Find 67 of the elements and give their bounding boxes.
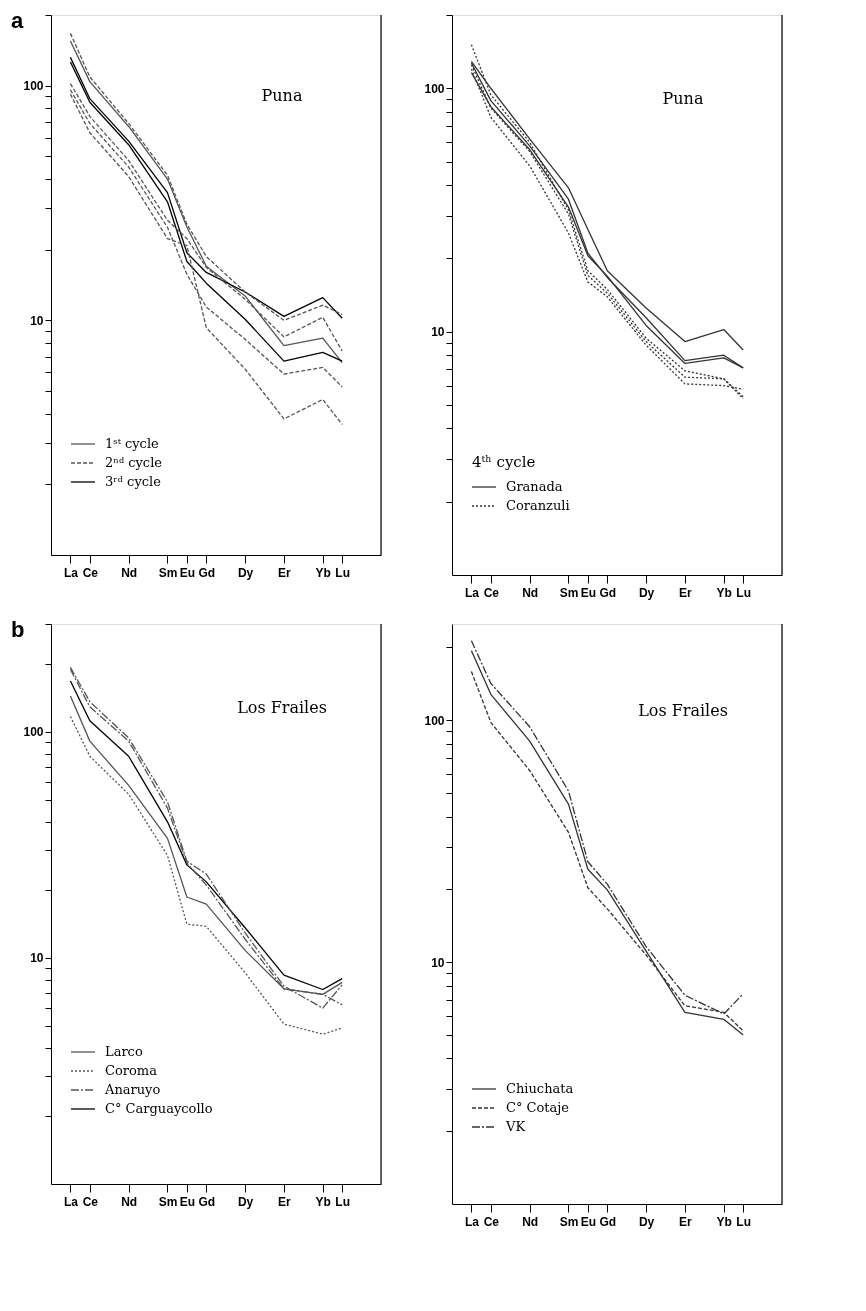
- legend-label: Anaruyo: [104, 1082, 161, 1097]
- x-tick-label: Er: [278, 1194, 292, 1209]
- text: a: [11, 8, 24, 33]
- x-tick-label: Dy: [237, 1194, 254, 1209]
- x-tick-label: Gd: [599, 1214, 617, 1229]
- x-tick-label: Ce: [483, 1214, 500, 1229]
- legend-label: C° Carguaycollo: [105, 1101, 213, 1116]
- legend-label: VK: [505, 1119, 526, 1134]
- legend-label: Coroma: [105, 1063, 158, 1078]
- x-tick-label: La: [464, 585, 480, 600]
- x-tick-label: Nd: [522, 1214, 539, 1229]
- x-tick-label: Sm: [559, 1214, 579, 1229]
- x-tick-label: Er: [278, 565, 292, 580]
- x-tick-label: Er: [679, 585, 693, 600]
- x-tick-label: Nd: [121, 565, 138, 580]
- x-tick-label: Yb: [315, 565, 331, 580]
- x-tick-label: Ce: [483, 585, 500, 600]
- legend-label: Coranzuli: [506, 498, 570, 513]
- x-tick-label: Sm: [559, 585, 579, 600]
- y-tick-label: 100: [424, 81, 445, 96]
- x-tick-label: Gd: [599, 585, 617, 600]
- x-tick-label: Ce: [82, 1194, 99, 1209]
- x-tick-label: Yb: [716, 585, 732, 600]
- x-tick-label: Gd: [198, 565, 216, 580]
- x-tick-label: Lu: [335, 1194, 351, 1209]
- x-tick-label: Eu: [179, 1194, 196, 1209]
- x-tick-label: Dy: [638, 1214, 655, 1229]
- x-tick-label: Sm: [158, 1194, 178, 1209]
- x-tick-label: Lu: [335, 565, 351, 580]
- x-tick-label: Yb: [315, 1194, 331, 1209]
- x-tick-label: Eu: [580, 1214, 597, 1229]
- legend-label: 1ˢᵗ cycle: [105, 436, 160, 451]
- legend-label: 3ʳᵈ cycle: [105, 474, 162, 489]
- legend-label: Granada: [506, 479, 563, 494]
- x-tick-label: Sm: [158, 565, 178, 580]
- legend-title: 4ᵗʰ cycle: [472, 453, 536, 471]
- x-tick-label: Nd: [121, 1194, 138, 1209]
- y-tick-label: 100: [23, 79, 44, 94]
- legend-label: 2ⁿᵈ cycle: [105, 455, 163, 470]
- legend-label: C° Cotaje: [506, 1100, 570, 1115]
- x-tick-label: Dy: [638, 585, 655, 600]
- x-tick-label: La: [63, 1194, 79, 1209]
- text: Los Frailes: [638, 701, 728, 720]
- x-tick-label: Lu: [736, 1214, 752, 1229]
- text: Los Frailes: [237, 698, 327, 717]
- y-tick-label: 100: [424, 713, 445, 728]
- text: b: [11, 617, 25, 642]
- x-tick-label: Eu: [179, 565, 196, 580]
- text: Puna: [261, 86, 303, 105]
- x-tick-label: Ce: [82, 565, 99, 580]
- x-tick-label: Er: [679, 1214, 693, 1229]
- x-tick-label: Gd: [198, 1194, 216, 1209]
- y-tick-label: 10: [431, 955, 445, 970]
- y-tick-label: 100: [23, 725, 44, 740]
- x-tick-label: Nd: [522, 585, 539, 600]
- text: Puna: [662, 89, 704, 108]
- y-tick-label: 10: [30, 313, 44, 328]
- x-tick-label: La: [464, 1214, 480, 1229]
- legend-label: Larco: [105, 1044, 143, 1059]
- legend-label: Chiuchata: [506, 1081, 574, 1096]
- y-tick-label: 10: [431, 325, 445, 340]
- x-tick-label: Eu: [580, 585, 597, 600]
- x-tick-label: Lu: [736, 585, 752, 600]
- y-tick-label: 10: [30, 951, 44, 966]
- x-tick-label: Dy: [237, 565, 254, 580]
- x-tick-label: Yb: [716, 1214, 732, 1229]
- x-tick-label: La: [63, 565, 79, 580]
